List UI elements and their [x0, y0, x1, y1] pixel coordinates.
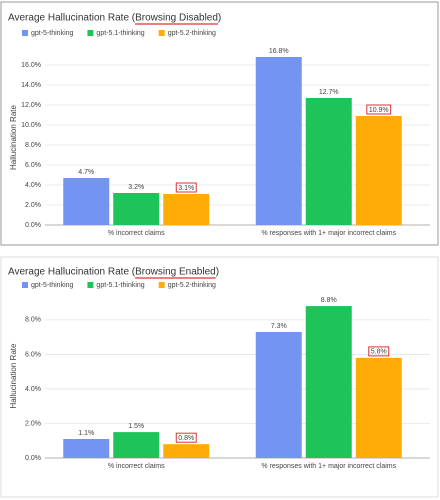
legend-label: gpt-5-thinking	[31, 282, 74, 289]
bar	[305, 306, 352, 458]
legend-swatch	[87, 30, 94, 36]
bar	[355, 116, 402, 225]
value-label-box	[368, 346, 390, 357]
x-tick-label: % incorrect claims	[108, 463, 165, 470]
bar	[355, 357, 402, 458]
bar	[255, 331, 302, 458]
y-tick-label: 16.0%	[21, 62, 41, 69]
chart-title: Average Hallucination Rate (Browsing Ena…	[8, 267, 219, 278]
chart-frame	[0, 256, 439, 498]
bar	[255, 57, 302, 225]
value-label: 3.1%	[178, 185, 194, 192]
value-label: 16.8%	[269, 48, 289, 55]
y-tick-label: 6.0%	[25, 351, 41, 358]
y-tick-label: 0.0%	[25, 222, 41, 229]
legend-label: gpt-5.1-thinking	[96, 282, 144, 289]
x-tick-label: % incorrect claims	[108, 230, 165, 237]
y-tick-label: 14.0%	[21, 82, 41, 89]
value-label-box	[175, 432, 197, 443]
legend-swatch	[22, 282, 28, 288]
legend-label: gpt-5.1-thinking	[96, 30, 144, 37]
value-label: 5.8%	[371, 349, 387, 356]
value-label: 1.5%	[128, 423, 144, 430]
bar	[163, 444, 210, 458]
value-label: 7.3%	[271, 323, 287, 330]
y-tick-label: 4.0%	[25, 182, 41, 189]
legend-swatch	[87, 282, 94, 288]
value-label: 4.7%	[78, 169, 94, 176]
legend-label: gpt-5.2-thinking	[168, 30, 216, 37]
y-axis-title: Hallucination Rate	[9, 343, 18, 408]
bar	[113, 432, 160, 458]
y-tick-label: 8.0%	[25, 317, 41, 324]
chart-frame	[0, 1, 439, 246]
legend-swatch	[22, 30, 28, 36]
y-tick-label: 2.0%	[25, 420, 41, 427]
y-tick-label: 12.0%	[21, 102, 41, 109]
y-tick-label: 4.0%	[25, 386, 41, 393]
y-tick-label: 10.0%	[21, 122, 41, 129]
legend-label: gpt-5-thinking	[31, 30, 74, 37]
value-label: 3.2%	[128, 184, 144, 191]
value-label: 8.8%	[321, 297, 337, 304]
bar	[113, 193, 160, 225]
y-axis-title: Hallucination Rate	[9, 104, 18, 169]
legend-label: gpt-5.2-thinking	[168, 282, 216, 289]
legend-swatch	[158, 282, 165, 288]
bar	[305, 98, 352, 225]
legend-swatch	[158, 30, 165, 36]
bar	[63, 439, 110, 458]
value-label: 0.8%	[178, 435, 194, 442]
chart-title: Average Hallucination Rate (Browsing Dis…	[8, 13, 221, 24]
bar	[163, 194, 210, 225]
value-label: 10.9%	[369, 107, 389, 114]
y-tick-label: 0.0%	[25, 455, 41, 462]
x-tick-label: % responses with 1+ major incorrect clai…	[261, 230, 396, 237]
value-label-box	[175, 182, 197, 193]
x-tick-label: % responses with 1+ major incorrect clai…	[261, 463, 396, 470]
y-tick-label: 2.0%	[25, 202, 41, 209]
value-label-box	[366, 104, 392, 115]
y-tick-label: 6.0%	[25, 162, 41, 169]
bar	[63, 178, 110, 225]
value-label: 1.1%	[78, 430, 94, 437]
value-label: 12.7%	[319, 89, 339, 96]
y-tick-label: 8.0%	[25, 142, 41, 149]
